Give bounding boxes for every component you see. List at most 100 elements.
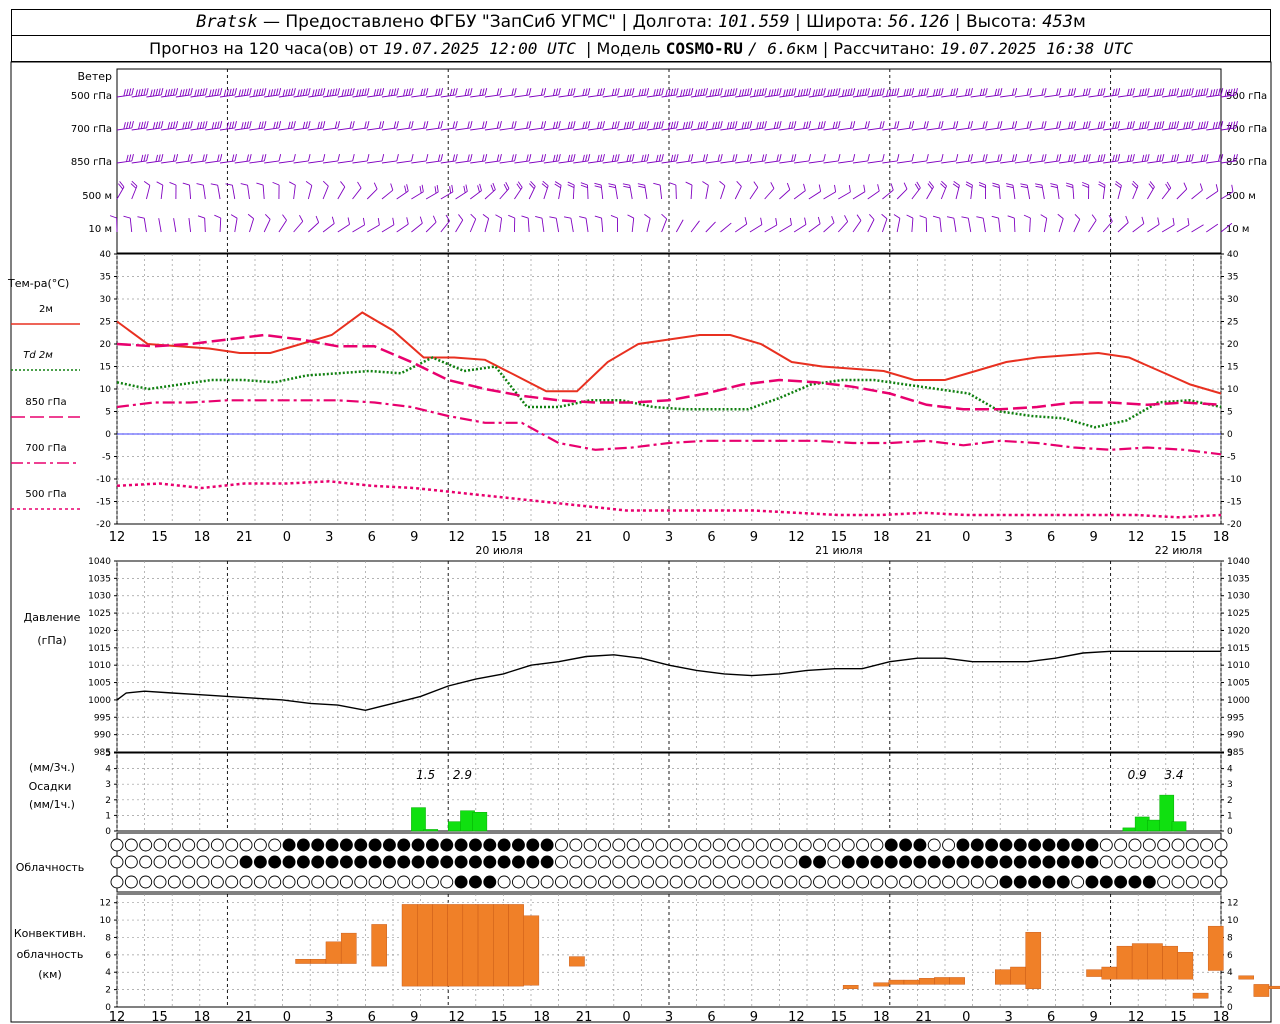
precip-tick-label-right: 1 xyxy=(1227,811,1233,821)
wind-barb-staff xyxy=(720,222,732,233)
wind-barb-flag xyxy=(773,88,777,96)
wind-barb-flag xyxy=(378,88,382,96)
precip-annotation: 1.5 xyxy=(416,768,435,782)
wind-barb-flag xyxy=(406,217,409,225)
wind-barb-flag xyxy=(160,87,164,96)
wind-barb-flag xyxy=(243,121,247,129)
cloud-symbol xyxy=(1071,855,1085,869)
cloud-symbol xyxy=(1099,855,1113,869)
wind-barb-flag xyxy=(670,88,674,96)
wind-barb-flag xyxy=(719,180,726,187)
wind-barb-flag xyxy=(1097,154,1101,162)
wind-barb-flag xyxy=(775,217,778,226)
wind-barb-flag xyxy=(179,89,183,97)
cloud-fill-full xyxy=(799,856,812,868)
cloud-symbol xyxy=(1071,838,1085,852)
pressure-tick-label-left: 1005 xyxy=(88,679,111,689)
pressure-tick-label-left: 1020 xyxy=(88,626,111,636)
pressure-tick-label-left: 990 xyxy=(94,731,111,741)
wind-barb-flag xyxy=(1191,120,1194,129)
temp-tick-label-left: 5 xyxy=(105,408,111,418)
cloud-symbol xyxy=(970,875,984,889)
cloud-symbol xyxy=(1114,875,1128,889)
wind-barb-flag xyxy=(196,89,200,97)
cloud-circle xyxy=(669,875,683,889)
wind-barb-staff xyxy=(484,218,490,233)
wind-barb-flag xyxy=(1040,214,1047,219)
cloud-circle xyxy=(755,838,769,852)
cloud-symbol xyxy=(798,855,812,869)
wind-barb-flag xyxy=(803,88,806,96)
cloud-symbol xyxy=(497,855,511,869)
wind-barb-staff xyxy=(690,220,700,233)
cloud-fill-full xyxy=(899,839,912,851)
cloud-circle xyxy=(1185,838,1199,852)
cloud-symbol xyxy=(555,855,568,869)
wind-barb-flag xyxy=(169,181,177,186)
wind-barb-flag xyxy=(837,120,841,129)
wind-barb-flag xyxy=(1197,122,1201,130)
cloud-circle xyxy=(110,875,124,889)
wind-barb-flag xyxy=(804,217,807,225)
wind-barb-flag xyxy=(202,154,205,162)
x-tick-label-bottom: 6 xyxy=(707,1010,715,1024)
wind-title: Ветер xyxy=(78,70,112,83)
cloud-fill-full xyxy=(1014,876,1027,888)
wind-barb-flag xyxy=(803,121,806,129)
convective-bar xyxy=(1177,952,1194,980)
cloud-symbol xyxy=(268,855,282,869)
wind-barb-flag xyxy=(720,153,723,162)
cloud-circle xyxy=(626,855,640,869)
altitude-label: Высота: xyxy=(966,12,1037,32)
convective-bar xyxy=(523,915,540,986)
wind-barb-flag xyxy=(152,122,156,130)
wind-barb-flag xyxy=(617,120,620,129)
x-tick-label-temp: 18 xyxy=(194,530,211,545)
wind-barb-flag xyxy=(164,89,168,97)
cloud-symbol xyxy=(454,855,468,869)
cloud-fill-full xyxy=(1042,876,1055,888)
cloud-circle xyxy=(655,838,669,852)
wind-barb-flag xyxy=(156,181,164,186)
x-tick-label-temp: 3 xyxy=(665,530,673,545)
convective-bar xyxy=(1207,925,1224,971)
cloud-fill-full xyxy=(498,839,511,851)
wind-barb-flag xyxy=(1112,121,1115,129)
cloud-symbol xyxy=(1056,838,1070,852)
wind-barb-flag xyxy=(229,121,232,129)
cloud-circle xyxy=(1157,855,1171,869)
convective-tick-label-right: 6 xyxy=(1227,951,1233,961)
cloud-symbol xyxy=(153,875,167,889)
wind-barb-flag xyxy=(729,88,733,96)
wind-barb-flag xyxy=(1215,121,1218,129)
temp-series-long-dash xyxy=(116,333,1222,411)
wind-barb-flag xyxy=(452,154,456,162)
wind-barb-flag xyxy=(673,154,676,162)
wind-barb-flag xyxy=(437,88,441,96)
convective-bar xyxy=(903,979,920,985)
forecast-prefix: Прогноз на 120 часа(ов) от xyxy=(149,39,379,58)
cloud-symbol xyxy=(1028,838,1042,852)
cloud-circle xyxy=(1114,838,1128,852)
wind-barb-flag xyxy=(688,121,691,129)
wind-barb-flag xyxy=(1168,122,1171,130)
wind-barb-flag xyxy=(859,89,862,97)
cloud-circle xyxy=(296,875,310,889)
temp-series-solid xyxy=(116,311,1222,395)
convective-bar xyxy=(1162,945,1178,980)
wind-barb-flag xyxy=(543,87,547,96)
cloud-fill-full xyxy=(1085,839,1098,851)
cloud-circle xyxy=(153,875,167,889)
wind-barb-flag xyxy=(465,184,468,192)
wind-barb-flag xyxy=(469,153,473,162)
wind-level-label-left: 850 гПа xyxy=(71,157,112,168)
wind-barb-flag xyxy=(219,87,223,96)
wind-barb-flag xyxy=(425,120,429,129)
cloud-circle xyxy=(555,875,568,889)
wind-barb-flag xyxy=(876,88,880,96)
wind-barb-flag xyxy=(869,213,875,220)
wind-barb-flag xyxy=(337,87,340,96)
cloud-title: Облачность xyxy=(16,861,85,874)
cloud-symbol xyxy=(311,875,325,889)
wind-barb-flag xyxy=(278,153,282,162)
